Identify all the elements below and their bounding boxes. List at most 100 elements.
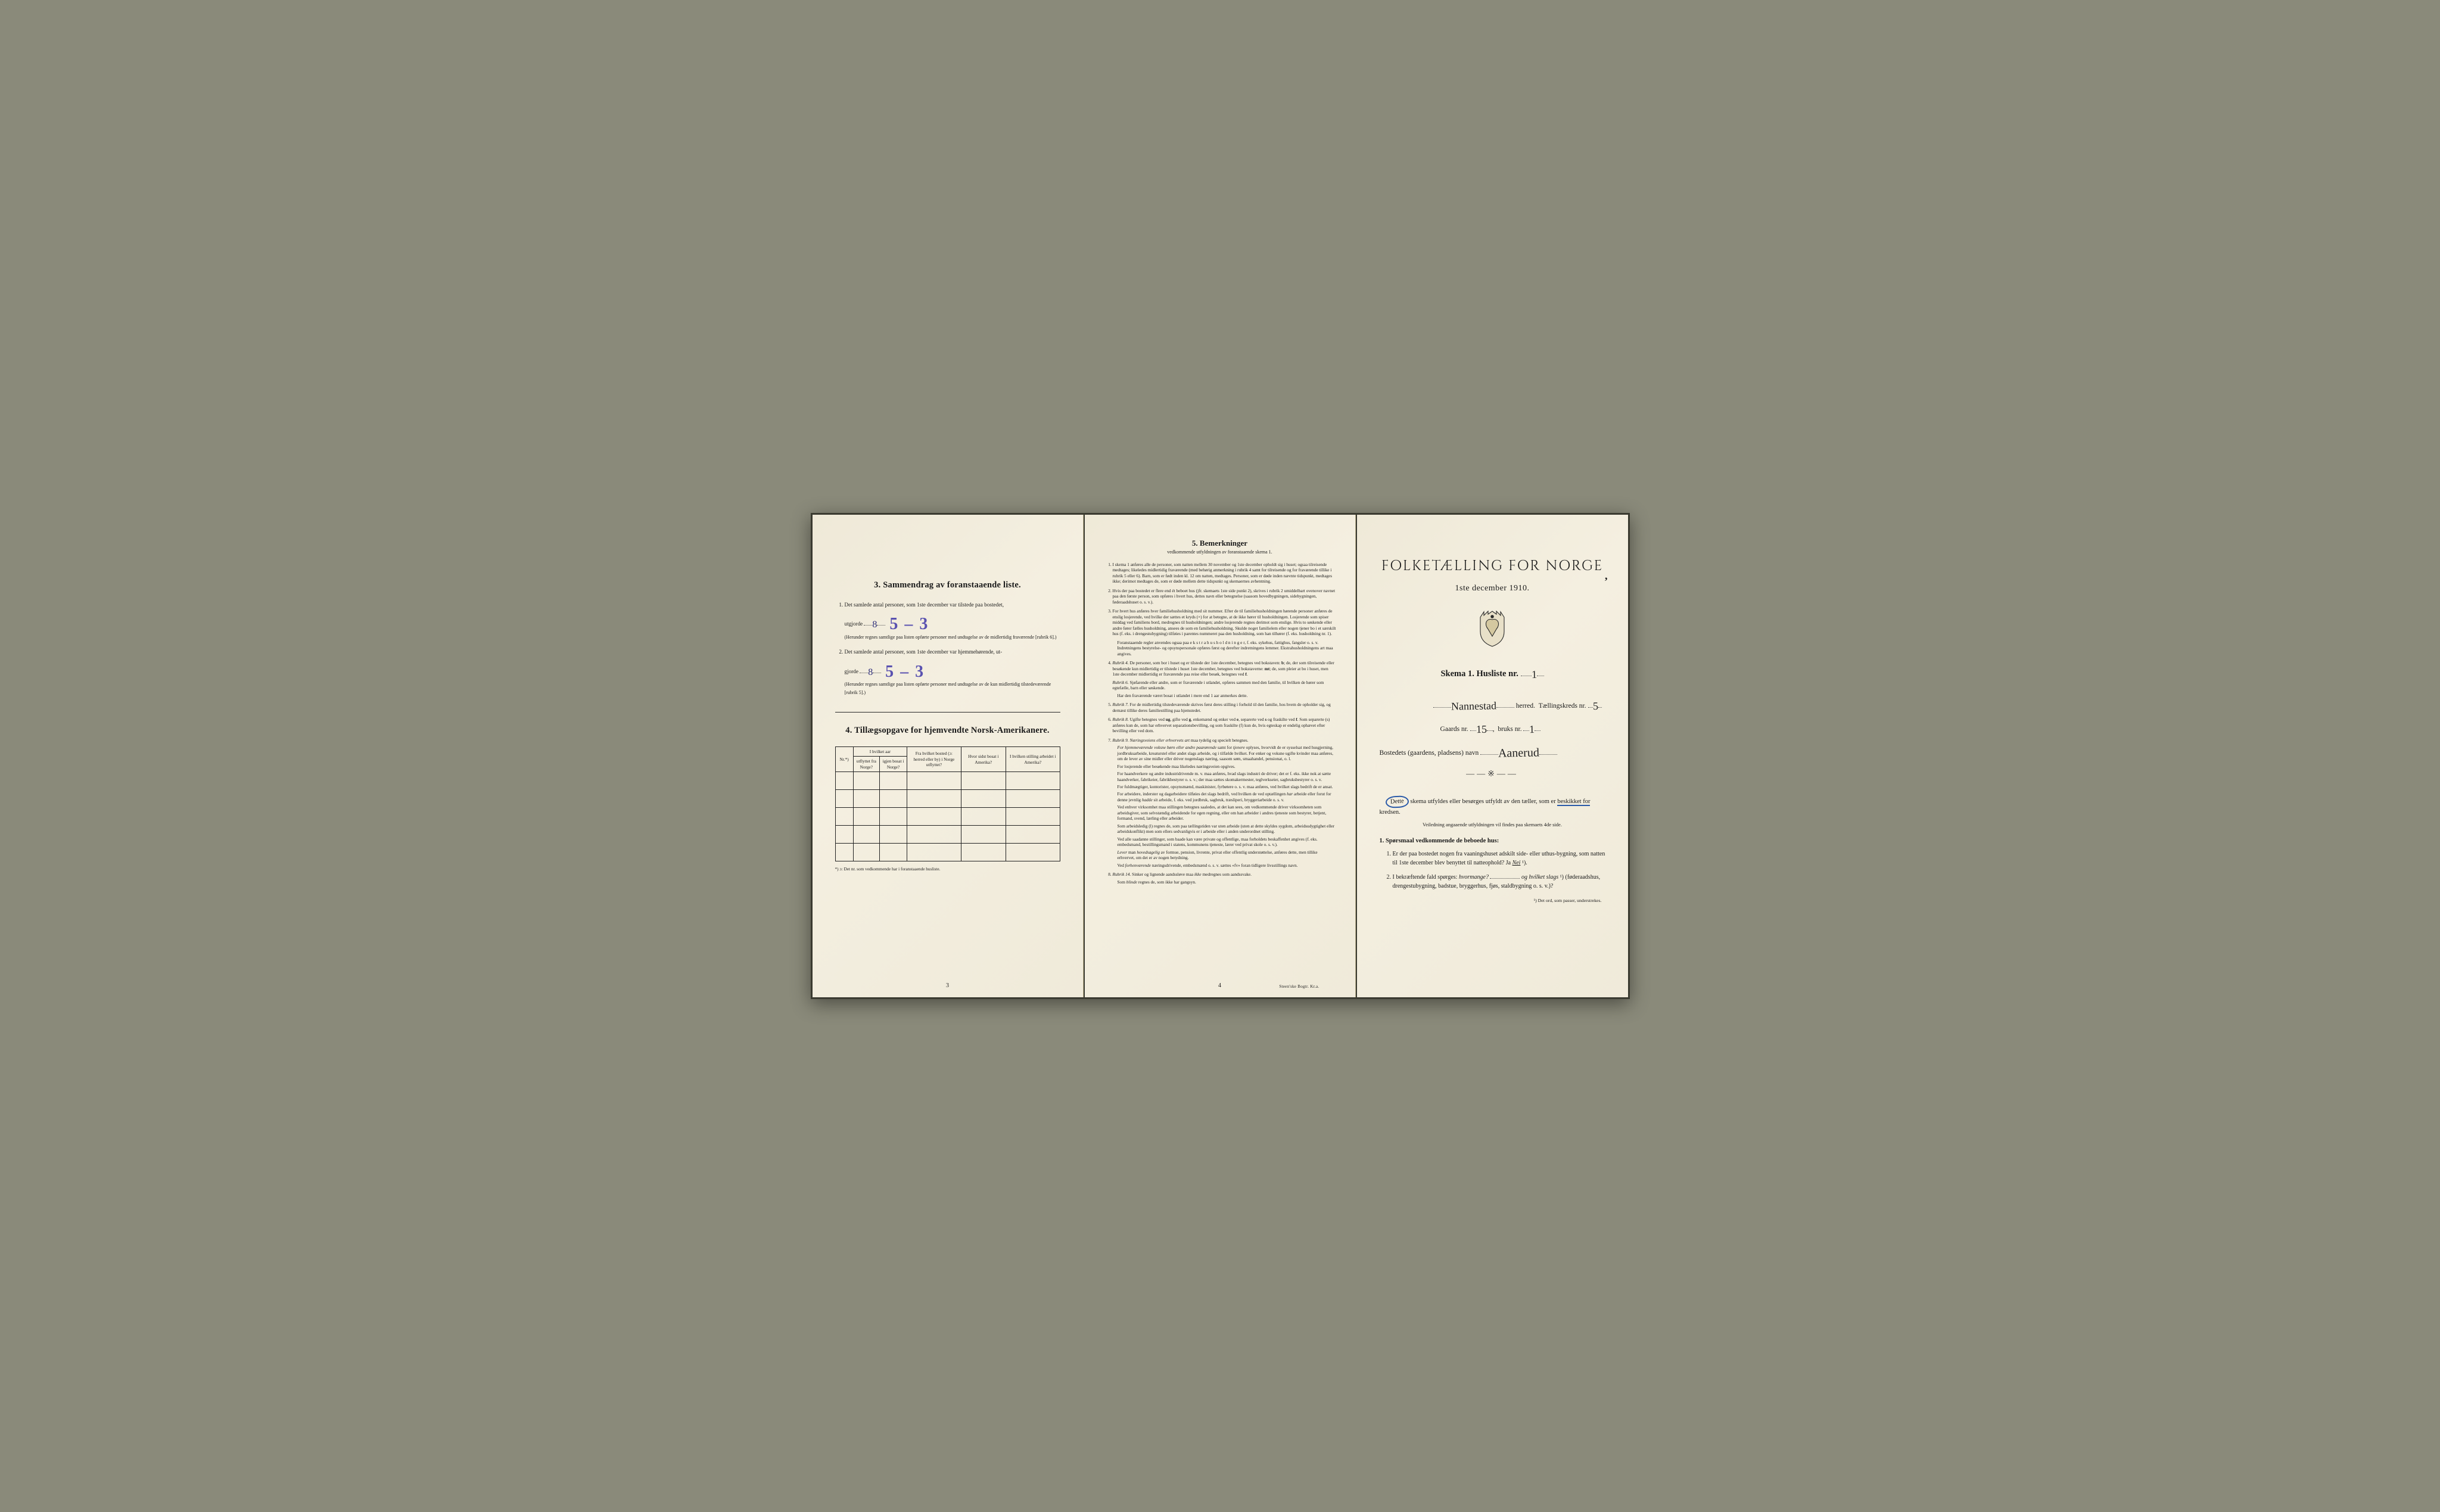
husliste-nr: 1 bbox=[1531, 668, 1536, 681]
summary-list: Det samlede antal personer, som 1ste dec… bbox=[835, 601, 1060, 696]
question-2: I bekræftende fald spørges: hvormange? o… bbox=[1393, 872, 1605, 891]
summary-1-annotation: 5 – 3 bbox=[889, 612, 929, 637]
table-row bbox=[835, 772, 1060, 790]
remark-4b-text: Sjøfarende eller andre, som er fraværend… bbox=[1113, 680, 1324, 690]
remark-7g: Som arbeidsledig (l) regnes de, som paa … bbox=[1118, 823, 1336, 835]
gaard-label: Gaards nr. bbox=[1440, 726, 1468, 733]
section-4-title: 4. Tillægsopgave for hjemvendte Norsk-Am… bbox=[835, 726, 1060, 736]
remarks-list: I skema 1 anføres alle de personer, som … bbox=[1104, 562, 1336, 885]
summary-1-note: (Herunder regnes samtlige paa listen opf… bbox=[845, 634, 1057, 640]
remark-3: For hvert hus anføres hver familiehushol… bbox=[1113, 608, 1336, 657]
remark-6: Rubrik 8. Ugifte betegnes ved ug, gifte … bbox=[1113, 717, 1336, 733]
table-row bbox=[835, 844, 1060, 861]
remark-4a-text: De personer, som bor i huset og er tilst… bbox=[1113, 660, 1334, 677]
summary-item-2-text-a: Det samlede antal personer, som 1ste dec… bbox=[845, 649, 1003, 655]
herred-value: Nannestad bbox=[1451, 699, 1496, 713]
instruction-2: Veiledning angaaende utfyldningen vil fi… bbox=[1380, 821, 1605, 829]
ornament-icon: ——※—— bbox=[1380, 769, 1605, 779]
herred-row: Nannestad herred. Tællingskreds nr. 5 bbox=[1380, 698, 1605, 711]
skema-label: Skema 1. Husliste nr. bbox=[1440, 669, 1518, 679]
coat-of-arms-icon bbox=[1380, 609, 1605, 651]
summary-item-2-text-b: gjorde bbox=[845, 668, 858, 674]
remark-8: Rubrik 14. Sinker og lignende aandssløve… bbox=[1113, 872, 1336, 885]
divider bbox=[835, 712, 1060, 713]
th-aar: I hvilket aar bbox=[853, 746, 907, 756]
remark-7c: For haandverkere og andre industridriven… bbox=[1118, 771, 1336, 782]
remark-5-text: For de midlertidig tilstedeværende skriv… bbox=[1113, 702, 1331, 713]
questions-head: 1. Spørsmaal vedkommende de beboede hus: bbox=[1380, 836, 1605, 846]
summary-item-2: Det samlede antal personer, som 1ste dec… bbox=[845, 648, 1060, 696]
th-bosted: Fra hvilket bosted (ɔ: herred eller by) … bbox=[907, 746, 961, 771]
page-1-title: , FOLKETÆLLING FOR NORGE 1ste december 1… bbox=[1357, 515, 1628, 997]
q2a: I bekræftende fald spørges: bbox=[1393, 874, 1459, 881]
bosted-label: Bostedets (gaardens, pladsens) navn bbox=[1380, 749, 1479, 757]
gaard-row: Gaards nr. 15, bruks nr. 1 bbox=[1380, 721, 1605, 734]
emigrant-table: Nr.*) I hvilket aar Fra hvilket bosted (… bbox=[835, 746, 1060, 861]
th-sidst: Hvor sidst bosat i Amerika? bbox=[961, 746, 1006, 771]
remark-3b: Foranstaaende regler anvendes ogsaa paa … bbox=[1118, 640, 1336, 657]
instr-dette: Dette bbox=[1386, 795, 1409, 808]
remark-2: Hvis der paa bostedet er flere end ét be… bbox=[1113, 588, 1336, 605]
th-aar-igjen: igjen bosat i Norge? bbox=[879, 757, 907, 772]
table-footnote: *) ɔ: Det nr. som vedkommende har i fora… bbox=[835, 866, 1060, 872]
page-4-remarks: 5. Bemerkninger vedkommende utfyldningen… bbox=[1085, 515, 1356, 997]
remark-7a: For hjemmeværende voksne børn eller andr… bbox=[1118, 745, 1336, 761]
bosted-value: Aanerud bbox=[1498, 746, 1539, 760]
remarks-title: 5. Bemerkninger bbox=[1104, 539, 1336, 548]
remark-7f: Ved enhver virksomhet maa stillingen bet… bbox=[1118, 804, 1336, 821]
summary-item-1-text-a: Det samlede antal personer, som 1ste dec… bbox=[845, 602, 1004, 608]
bruk-label: bruks nr. bbox=[1498, 726, 1521, 733]
summary-item-1: Det samlede antal personer, som 1ste dec… bbox=[845, 601, 1060, 641]
kreds-label: Tællingskreds nr. bbox=[1539, 702, 1586, 710]
remark-7e: For arbeidere, inderster og dagarbeidere… bbox=[1118, 791, 1336, 802]
document-subtitle: 1ste december 1910. bbox=[1380, 584, 1605, 593]
footnote-1: ¹) Det ord, som passer, understrekes. bbox=[1380, 898, 1605, 903]
remark-6-text: Ugifte betegnes ved ug, gifte ved g, enk… bbox=[1113, 717, 1330, 733]
remark-7h: Ved alle saadanne stillinger, som baade … bbox=[1118, 836, 1336, 848]
instr-1b: skema utfyldes eller besørges utfyldt av… bbox=[1410, 798, 1555, 805]
summary-2-annotation: 5 – 3 bbox=[885, 660, 925, 685]
remark-8b: Som blinde regnes de, som ikke har gangs… bbox=[1118, 879, 1336, 885]
document-title: FOLKETÆLLING FOR NORGE bbox=[1380, 556, 1605, 575]
gaard-value: 15 bbox=[1476, 723, 1487, 736]
remark-7j: Ved forhenværende næringsdrivende, embed… bbox=[1118, 863, 1336, 868]
remark-7-tail: maa tydelig og specielt betegnes. bbox=[1191, 738, 1249, 743]
questions-block: 1. Spørsmaal vedkommende de beboede hus:… bbox=[1380, 836, 1605, 891]
remark-4: Rubrik 4. Rubrik 4. De personer, som bor… bbox=[1113, 660, 1336, 698]
q1-sup: ¹). bbox=[1520, 860, 1527, 866]
remarks-subtitle: vedkommende utfyldningen av foranstaaend… bbox=[1104, 549, 1336, 555]
remark-7b: For losjerende eller besøkende maa likel… bbox=[1118, 764, 1336, 769]
summary-2-note: (Herunder regnes samtlige paa listen opf… bbox=[845, 682, 1051, 695]
th-aar-ut: utflyttet fra Norge? bbox=[853, 757, 879, 772]
page-number: 3 bbox=[946, 982, 949, 989]
q2b: hvormange? bbox=[1459, 874, 1489, 881]
herred-suffix: herred. bbox=[1516, 702, 1535, 710]
remark-4c: Har den fraværende været bosat i utlande… bbox=[1118, 693, 1336, 698]
th-nr: Nr.*) bbox=[835, 746, 853, 771]
bosted-row: Bostedets (gaardens, pladsens) navn Aane… bbox=[1380, 745, 1605, 758]
printer-imprint: Steen'ske Bogtr. Kr.a. bbox=[1279, 984, 1319, 989]
table-row bbox=[835, 808, 1060, 826]
comma-mark: , bbox=[1605, 570, 1608, 582]
summary-item-1-text-b: utgjorde bbox=[845, 621, 863, 627]
summary-1-value: 8 bbox=[872, 618, 877, 631]
remark-7d: For fuldmægtiger, kontorister, opsynsmæn… bbox=[1118, 784, 1336, 789]
q1-text: Er der paa bostedet nogen fra vaaningshu… bbox=[1393, 851, 1605, 866]
instruction-1: Dette skema utfyldes eller besørges utfy… bbox=[1380, 796, 1605, 817]
th-stilling: I hvilken stilling arbeidet i Amerika? bbox=[1006, 746, 1060, 771]
remark-5: Rubrik 7. For de midlertidig tilstedevær… bbox=[1113, 702, 1336, 713]
q1-nei: Nei bbox=[1512, 860, 1521, 866]
table-row bbox=[835, 790, 1060, 808]
remark-7: Rubrik 9. Næringsveiens eller erhvervets… bbox=[1113, 738, 1336, 869]
remark-3a: For hvert hus anføres hver familiehushol… bbox=[1113, 608, 1336, 636]
summary-2-value: 8 bbox=[868, 665, 873, 679]
instr-1c: beskikket for bbox=[1557, 798, 1590, 806]
remark-7i: Lever man hovedsagelig av formue, pensio… bbox=[1118, 850, 1336, 861]
skema-line: Skema 1. Husliste nr. 1 bbox=[1380, 667, 1605, 679]
kreds-value: 5 bbox=[1592, 700, 1598, 713]
table-row bbox=[835, 826, 1060, 844]
q2c: og hvilket slags bbox=[1521, 874, 1558, 881]
page-3-summary: 3. Sammendrag av foranstaaende liste. De… bbox=[813, 515, 1084, 997]
remark-1: I skema 1 anføres alle de personer, som … bbox=[1113, 562, 1336, 584]
instr-1d: kredsen. bbox=[1380, 809, 1400, 816]
